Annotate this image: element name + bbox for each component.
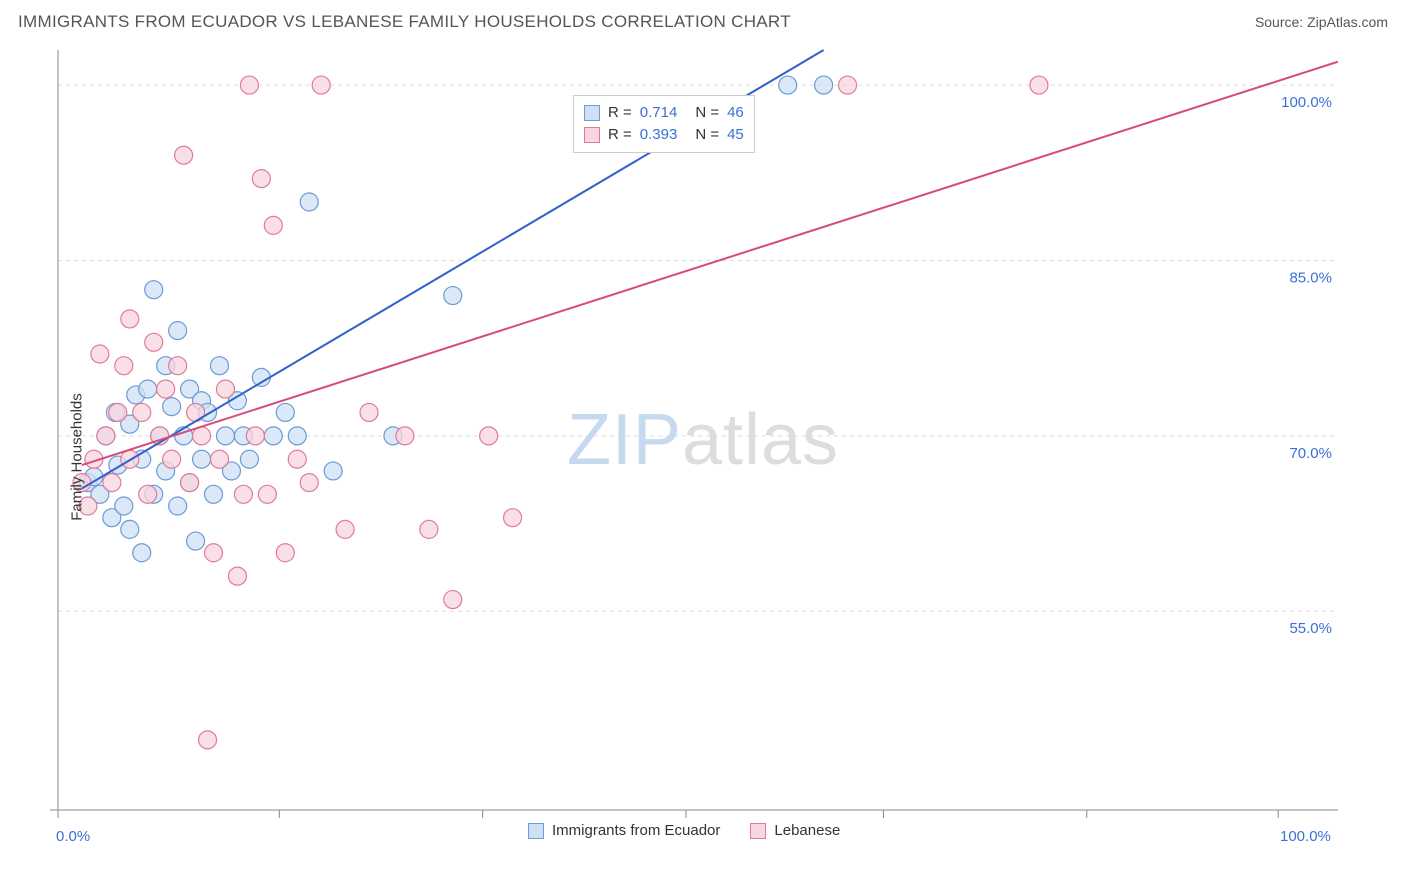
svg-text:100.0%: 100.0%: [1281, 94, 1332, 111]
svg-text:70.0%: 70.0%: [1289, 445, 1332, 462]
scatter-chart: 55.0% 70.0% 85.0% 100.0%: [18, 40, 1338, 830]
n-label: N =: [695, 102, 719, 124]
n-value: 45: [727, 124, 744, 146]
svg-text:55.0%: 55.0%: [1289, 620, 1332, 637]
source-link[interactable]: ZipAtlas.com: [1307, 14, 1388, 30]
n-value: 46: [727, 102, 744, 124]
correlation-stats-box: R = 0.714 N = 46 R = 0.393 N = 45: [573, 95, 755, 153]
r-value: 0.714: [640, 102, 678, 124]
stats-row: R = 0.714 N = 46: [584, 102, 744, 124]
y-axis-label: Family Households: [68, 393, 85, 521]
stats-row: R = 0.393 N = 45: [584, 124, 744, 146]
series-legend: Immigrants from Ecuador Lebanese: [528, 822, 840, 839]
chart-title: IMMIGRANTS FROM ECUADOR VS LEBANESE FAMI…: [18, 12, 791, 32]
r-value: 0.393: [640, 124, 678, 146]
legend-item: Lebanese: [750, 822, 840, 839]
legend-item: Immigrants from Ecuador: [528, 822, 720, 839]
x-axis-min-label: 0.0%: [56, 828, 90, 845]
r-label: R =: [608, 102, 632, 124]
svg-text:85.0%: 85.0%: [1289, 269, 1332, 286]
legend-label: Immigrants from Ecuador: [552, 822, 720, 839]
x-axis-max-label: 100.0%: [1280, 828, 1331, 845]
source-attribution: Source: ZipAtlas.com: [1255, 14, 1388, 30]
r-label: R =: [608, 124, 632, 146]
series-swatch: [584, 127, 600, 143]
legend-label: Lebanese: [774, 822, 840, 839]
n-label: N =: [695, 124, 719, 146]
series-swatch: [584, 105, 600, 121]
legend-swatch: [528, 823, 544, 839]
chart-container: Family Households 55.0%70.0%85.0%100.0% …: [18, 40, 1388, 874]
source-label: Source:: [1255, 14, 1303, 30]
legend-swatch: [750, 823, 766, 839]
